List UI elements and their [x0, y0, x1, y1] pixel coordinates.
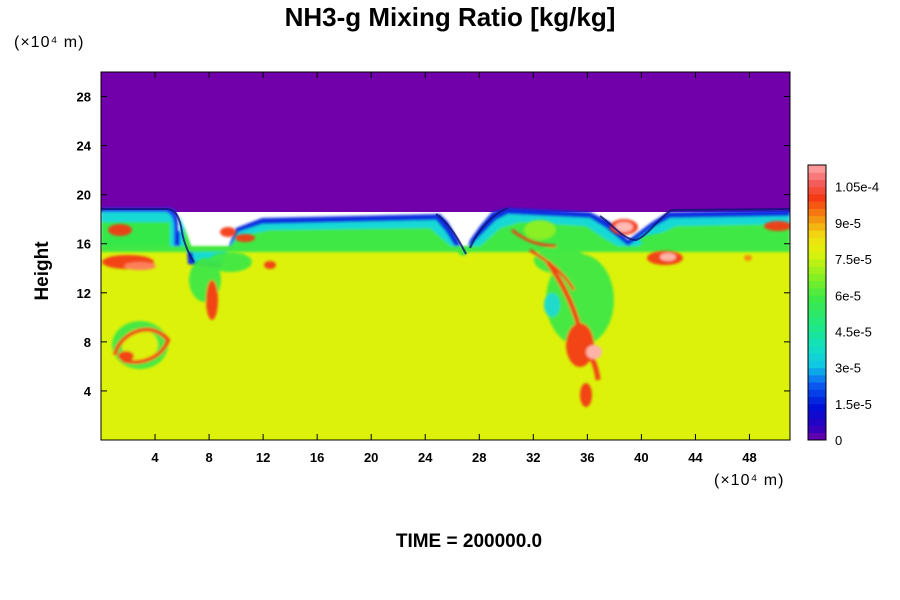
plot-area	[101, 72, 790, 440]
colorbar-band	[808, 374, 826, 383]
colorbar-band	[808, 179, 826, 188]
y-tick-label: 20	[77, 188, 91, 203]
colorbar-band	[808, 215, 826, 224]
colorbar-band	[808, 411, 826, 419]
colorbar-band	[808, 244, 826, 253]
colorbar-band	[808, 324, 826, 332]
colorbar-band	[808, 165, 826, 173]
x-tick-label: 24	[418, 450, 433, 465]
colorbar-band	[808, 230, 826, 238]
x-tick-label: 4	[151, 450, 159, 465]
colorbar-band	[808, 302, 826, 311]
colorbar-band	[808, 403, 826, 412]
colorbar-band	[808, 338, 826, 347]
x-tick-label: 32	[526, 450, 540, 465]
colorbar-band	[808, 353, 826, 361]
colorbar-band	[808, 273, 826, 282]
x-tick-label: 36	[580, 450, 594, 465]
x-tick-label: 16	[310, 450, 324, 465]
colorbar-tick-label: 6e-5	[835, 288, 861, 303]
x-tick-label: 28	[472, 450, 486, 465]
colorbar-tick-label: 1.5e-5	[835, 397, 872, 412]
colorbar: 0 1.5e-5 3e-5 4.5e-5 6e-5 7.5e-5 9e-5 1.05e-4	[807, 164, 879, 448]
x-tick-label: 40	[634, 450, 648, 465]
colorbar-band	[808, 389, 826, 398]
transition-zone	[101, 208, 790, 268]
colorbar-band	[808, 396, 826, 405]
colorbar-band	[808, 425, 826, 434]
colorbar-band	[808, 316, 826, 325]
chart-title: NH3-g Mixing Ratio [kg/kg]	[284, 2, 616, 32]
colorbar-tick-label: 1.05e-4	[835, 180, 879, 195]
colorbar-tick-label: 3e-5	[835, 361, 861, 376]
colorbar-tick-label: 7.5e-5	[835, 252, 872, 267]
y-tick-label: 24	[77, 139, 92, 154]
y-tick-label: 8	[84, 335, 91, 350]
colorbar-band	[808, 345, 826, 354]
colorbar-band	[808, 266, 826, 275]
colorbar-tick-label: 9e-5	[835, 216, 861, 231]
x-tick-label: 44	[688, 450, 703, 465]
colorbar-band	[808, 295, 826, 303]
y-tick-label: 28	[77, 90, 91, 105]
colorbar-band	[808, 309, 826, 318]
upper-boundary-edge	[101, 207, 790, 263]
colorbar-band	[808, 222, 826, 231]
upper-layer-region	[101, 72, 790, 212]
colorbar-band	[808, 259, 826, 267]
colorbar-band	[808, 360, 826, 369]
x-tick-label: 20	[364, 450, 378, 465]
colorbar-band	[808, 193, 826, 202]
y-tick-label: 4	[84, 384, 92, 399]
colorbar-band	[808, 331, 826, 340]
colorbar-band	[808, 418, 826, 427]
x-tick-label: 8	[205, 450, 212, 465]
colorbar-band	[808, 288, 826, 296]
colorbar-band	[808, 237, 826, 246]
time-label: TIME = 200000.0	[395, 531, 543, 552]
feature-patches	[102, 219, 790, 407]
plot-frame	[100, 71, 791, 441]
y-axis-unit-label: (×10⁴ m)	[14, 34, 85, 51]
x-axis: 4 8 12 16 20 24 28 32 36 40 44 48	[151, 72, 757, 465]
colorbar-band	[808, 432, 826, 441]
y-tick-label: 16	[77, 237, 91, 252]
colorbar-band	[808, 280, 826, 289]
colorbar-band	[808, 251, 826, 260]
colorbar-band	[808, 367, 826, 376]
colorbar-band	[808, 172, 826, 180]
colorbar-tick-label: 0	[835, 433, 842, 448]
y-axis: 4 8 12 16 20 24 28	[77, 90, 790, 399]
colorbar-band	[808, 382, 826, 390]
x-tick-label: 48	[742, 450, 756, 465]
colorbar-tick-label: 4.5e-5	[835, 324, 872, 339]
y-tick-label: 12	[77, 286, 91, 301]
x-axis-unit-label: (×10⁴ m)	[714, 472, 785, 489]
colorbar-band	[808, 201, 826, 209]
colorbar-band	[808, 208, 826, 217]
colorbar-band	[808, 186, 826, 195]
colorbar-frame	[807, 164, 827, 441]
x-tick-label: 12	[256, 450, 270, 465]
